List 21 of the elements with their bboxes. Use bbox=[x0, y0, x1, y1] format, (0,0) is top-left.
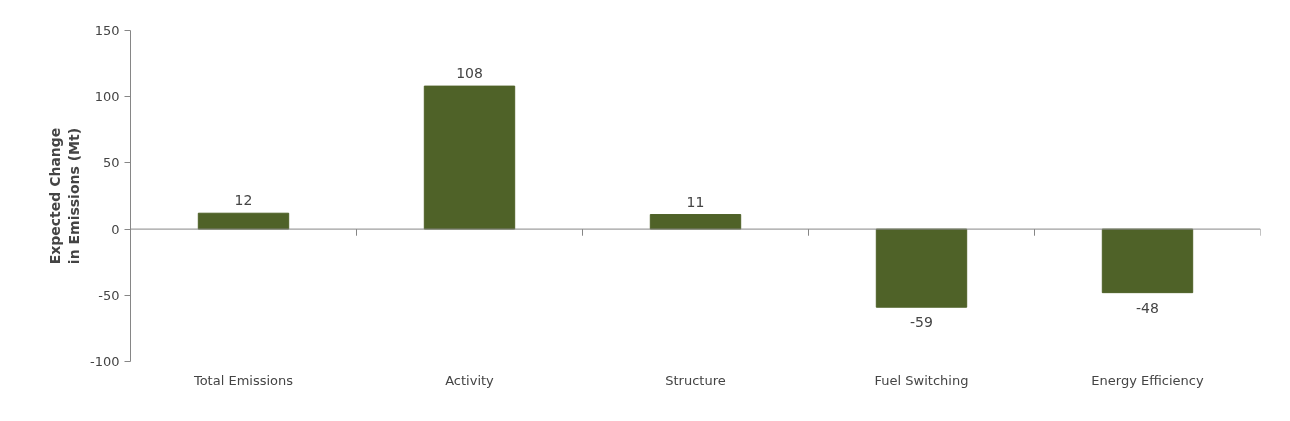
data-label: 108 bbox=[456, 65, 483, 82]
bar bbox=[875, 228, 968, 308]
bar bbox=[423, 85, 516, 230]
y-tick-label: 150 bbox=[94, 23, 120, 38]
y-tick-label: 100 bbox=[94, 89, 120, 105]
x-tick-label: Activity bbox=[445, 372, 495, 388]
y-axis-title: Expected Change in Emissions (Mt) bbox=[46, 127, 82, 265]
x-tick-label: Fuel Switching bbox=[874, 372, 969, 388]
data-label: 12 bbox=[234, 192, 253, 209]
data-label: -48 bbox=[1136, 299, 1159, 316]
x-tick-label: Total Emissions bbox=[192, 372, 294, 388]
y-tick-label: -100 bbox=[90, 354, 120, 369]
bar bbox=[1101, 228, 1194, 294]
data-label: -59 bbox=[910, 314, 933, 331]
x-tick-label: Structure bbox=[665, 372, 726, 388]
bar bbox=[649, 214, 742, 230]
x-tick-label: Energy Efficiency bbox=[1091, 372, 1204, 388]
y-tick-label: 50 bbox=[102, 155, 120, 171]
data-label: 11 bbox=[686, 193, 705, 210]
y-tick-label: 0 bbox=[111, 221, 120, 237]
y-tick-label: -50 bbox=[98, 287, 120, 303]
